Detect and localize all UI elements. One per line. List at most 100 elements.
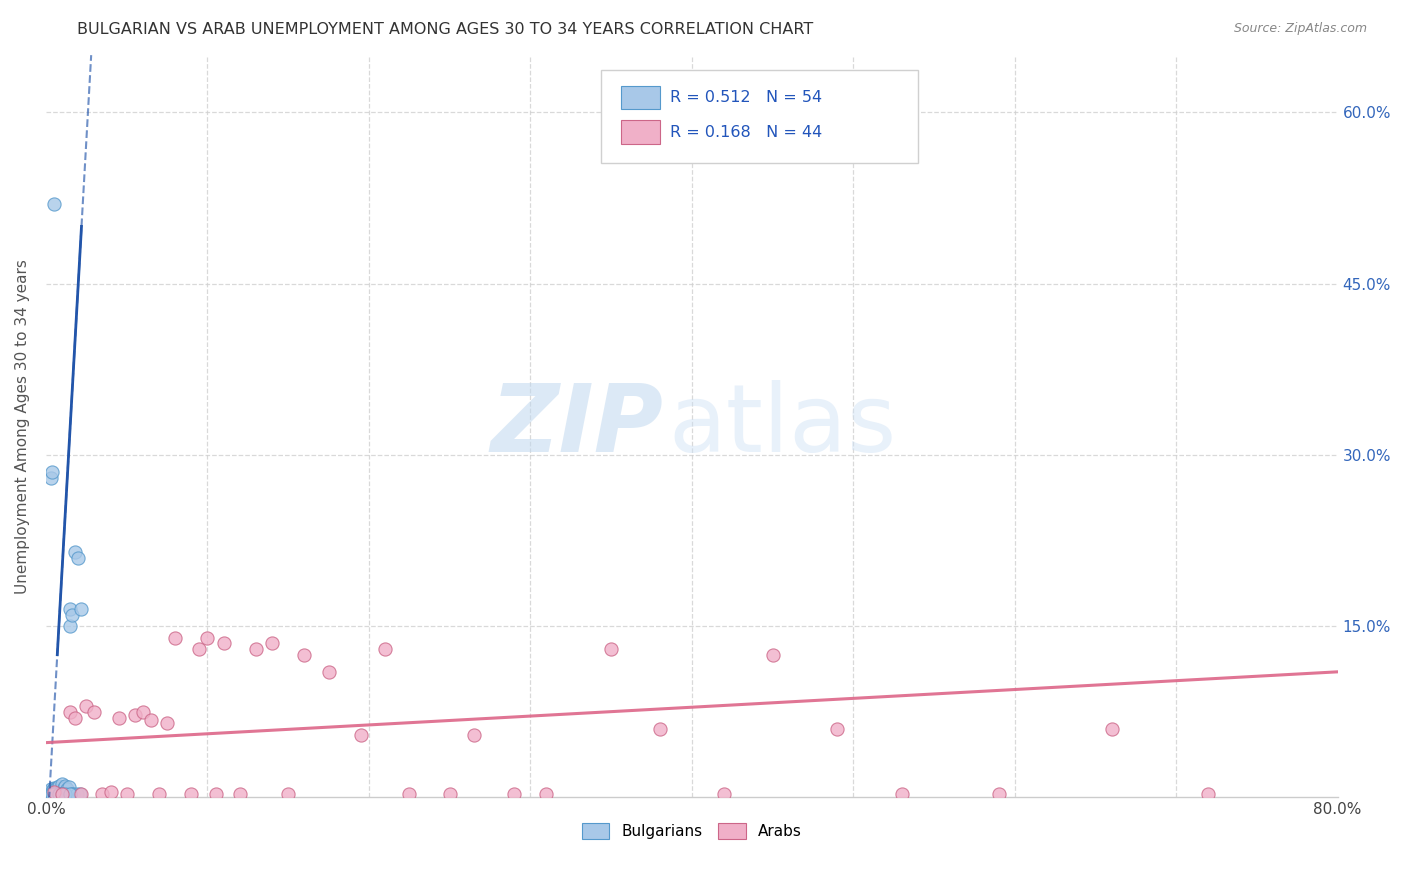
Point bbox=[59, 787, 82, 801]
Point bbox=[503, 787, 526, 801]
Point bbox=[70, 602, 93, 616]
Point bbox=[83, 705, 105, 719]
Point bbox=[49, 787, 72, 801]
Point bbox=[165, 631, 187, 645]
Point bbox=[45, 787, 67, 801]
Point bbox=[48, 787, 70, 801]
Text: ZIP: ZIP bbox=[491, 380, 664, 472]
Point bbox=[62, 787, 84, 801]
Point bbox=[148, 787, 170, 801]
Point bbox=[600, 642, 623, 657]
Point bbox=[197, 631, 219, 645]
Point bbox=[58, 787, 80, 801]
Point bbox=[59, 705, 82, 719]
Legend: Bulgarians, Arabs: Bulgarians, Arabs bbox=[576, 817, 808, 846]
Point bbox=[45, 785, 67, 799]
Text: Source: ZipAtlas.com: Source: ZipAtlas.com bbox=[1233, 22, 1367, 36]
Point bbox=[67, 550, 90, 565]
Point bbox=[42, 781, 65, 796]
Point bbox=[398, 787, 420, 801]
Point bbox=[52, 787, 75, 801]
Point bbox=[318, 665, 340, 679]
Point bbox=[350, 728, 373, 742]
Point bbox=[41, 465, 63, 479]
Point bbox=[156, 716, 179, 731]
Point bbox=[188, 642, 211, 657]
Point bbox=[48, 787, 70, 801]
Point bbox=[228, 787, 250, 801]
Point bbox=[66, 787, 89, 801]
Point bbox=[39, 471, 62, 485]
Point bbox=[212, 636, 235, 650]
Point bbox=[60, 787, 83, 801]
Point bbox=[245, 642, 267, 657]
Text: atlas: atlas bbox=[669, 380, 897, 472]
Point bbox=[58, 780, 80, 794]
Point bbox=[91, 787, 114, 801]
Point bbox=[51, 777, 73, 791]
Point bbox=[124, 708, 146, 723]
Point bbox=[825, 722, 848, 736]
Point bbox=[52, 781, 75, 796]
Point bbox=[139, 713, 162, 727]
Point bbox=[132, 705, 155, 719]
Point bbox=[56, 782, 79, 797]
Point bbox=[648, 722, 671, 736]
Point bbox=[463, 728, 485, 742]
Point bbox=[100, 785, 122, 799]
Text: R = 0.512   N = 54: R = 0.512 N = 54 bbox=[669, 90, 823, 105]
Point bbox=[51, 787, 73, 801]
Point bbox=[51, 782, 73, 797]
Point bbox=[115, 787, 138, 801]
Point bbox=[39, 787, 62, 801]
Point bbox=[439, 787, 461, 801]
Point bbox=[41, 787, 63, 801]
Point bbox=[48, 787, 70, 801]
Point bbox=[713, 787, 735, 801]
Point bbox=[1198, 787, 1220, 801]
Point bbox=[536, 787, 558, 801]
Point bbox=[48, 779, 70, 793]
Point bbox=[46, 781, 69, 796]
Point bbox=[56, 787, 79, 801]
Point bbox=[48, 782, 70, 797]
Point bbox=[987, 787, 1010, 801]
Point bbox=[277, 787, 299, 801]
Point bbox=[761, 648, 783, 662]
Point bbox=[38, 785, 60, 799]
Point bbox=[1101, 722, 1123, 736]
Point bbox=[107, 710, 129, 724]
FancyBboxPatch shape bbox=[602, 70, 918, 162]
Point bbox=[46, 787, 69, 801]
Point bbox=[374, 642, 396, 657]
Point bbox=[53, 787, 76, 801]
Point bbox=[260, 636, 283, 650]
Point bbox=[180, 787, 202, 801]
Point bbox=[39, 782, 62, 797]
Point bbox=[59, 619, 82, 633]
Point bbox=[204, 787, 226, 801]
Point bbox=[60, 607, 83, 622]
Point bbox=[42, 785, 65, 799]
Point bbox=[49, 783, 72, 797]
Point bbox=[292, 648, 315, 662]
Point bbox=[41, 787, 63, 801]
Point bbox=[45, 787, 67, 801]
Point bbox=[75, 699, 97, 714]
Point bbox=[39, 787, 62, 801]
Point bbox=[53, 779, 76, 793]
Point bbox=[890, 787, 912, 801]
Point bbox=[42, 785, 65, 799]
Point bbox=[41, 783, 63, 797]
Point bbox=[49, 787, 72, 801]
Point bbox=[42, 787, 65, 801]
Point bbox=[46, 787, 69, 801]
Bar bbox=[621, 120, 659, 145]
Text: R = 0.168   N = 44: R = 0.168 N = 44 bbox=[669, 125, 823, 140]
Point bbox=[51, 787, 73, 801]
Point bbox=[46, 785, 69, 799]
Y-axis label: Unemployment Among Ages 30 to 34 years: Unemployment Among Ages 30 to 34 years bbox=[15, 259, 30, 594]
Point bbox=[59, 602, 82, 616]
Point bbox=[53, 787, 76, 801]
Bar bbox=[621, 86, 659, 110]
